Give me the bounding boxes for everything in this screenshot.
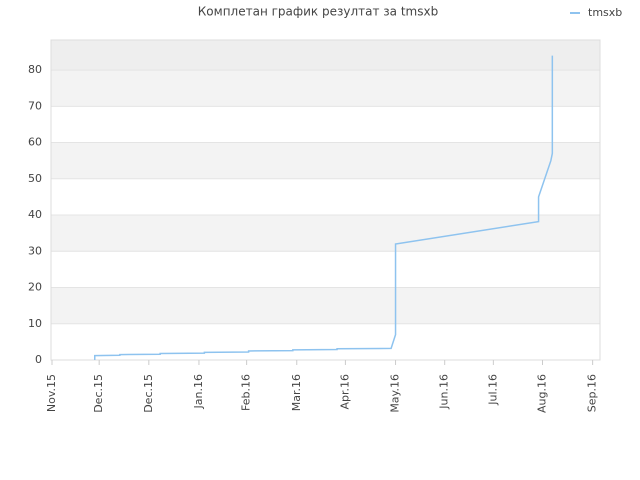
x-tick-label: Jul.16: [486, 374, 499, 406]
y-tick-label: 40: [28, 208, 42, 221]
grid-band: [51, 106, 600, 143]
grid-band: [51, 215, 600, 252]
y-tick-label: 60: [28, 136, 42, 149]
x-tick-label: Dec.15: [142, 374, 155, 413]
grid-band: [51, 287, 600, 324]
legend-label: tmsxb: [588, 6, 622, 19]
grid-band: [51, 178, 600, 216]
data-line: [94, 55, 554, 360]
y-tick-label: 70: [28, 99, 42, 112]
grid-band: [51, 142, 600, 179]
x-tick-label: Jun.16: [438, 374, 451, 410]
x-tick-label: Feb.16: [240, 374, 253, 411]
grid-band: [51, 251, 600, 288]
x-tick-label: Dec.15: [92, 374, 105, 413]
x-tick-label: Sep.16: [586, 374, 599, 412]
y-tick-label: 20: [28, 281, 42, 294]
grid-band: [51, 70, 600, 107]
y-tick-label: 50: [28, 172, 42, 185]
y-tick-label: 0: [35, 353, 42, 366]
y-tick-label: 10: [28, 317, 42, 330]
grid-band: [51, 40, 600, 71]
y-tick-label: 80: [28, 63, 42, 76]
x-tick-label: Mar.16: [290, 374, 303, 411]
x-tick-label: Apr.16: [338, 374, 351, 410]
x-tick-label: Nov.15: [45, 374, 58, 412]
plot-border: [50, 39, 601, 361]
chart-title: Комплетан график резултат за tmsxb: [198, 5, 438, 19]
y-tick-label: 30: [28, 244, 42, 257]
x-tick-label: Jan.16: [192, 374, 205, 409]
x-tick-label: May.16: [389, 374, 402, 413]
x-tick-label: Aug.16: [535, 374, 548, 413]
